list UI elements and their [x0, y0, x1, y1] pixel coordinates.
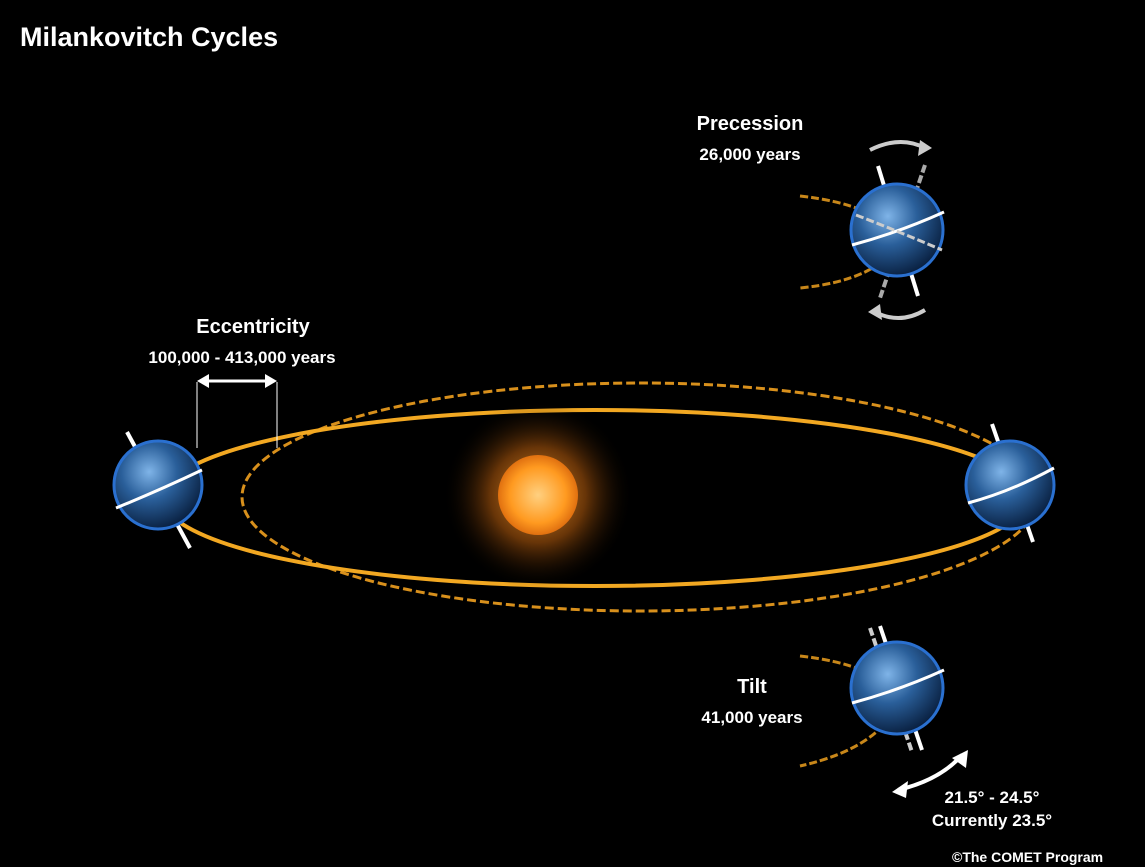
precession-period: 26,000 years — [699, 145, 800, 164]
tilt-range: 21.5° - 24.5° — [945, 788, 1040, 807]
eccentricity-arrow — [196, 374, 278, 448]
title: Milankovitch Cycles — [20, 22, 278, 52]
earth-tilt — [799, 625, 968, 798]
earth-left — [112, 431, 204, 549]
credit: ©The COMET Program — [952, 849, 1103, 865]
precession-label: Precession — [697, 113, 804, 135]
earth-right — [964, 423, 1056, 543]
tilt-label: Tilt — [737, 676, 767, 698]
sun — [498, 455, 578, 535]
earth-precession — [799, 140, 945, 320]
eccentricity-label: Eccentricity — [196, 316, 310, 338]
tilt-current: Currently 23.5° — [932, 811, 1052, 830]
tilt-period: 41,000 years — [701, 708, 802, 727]
eccentricity-period: 100,000 - 413,000 years — [148, 348, 335, 367]
